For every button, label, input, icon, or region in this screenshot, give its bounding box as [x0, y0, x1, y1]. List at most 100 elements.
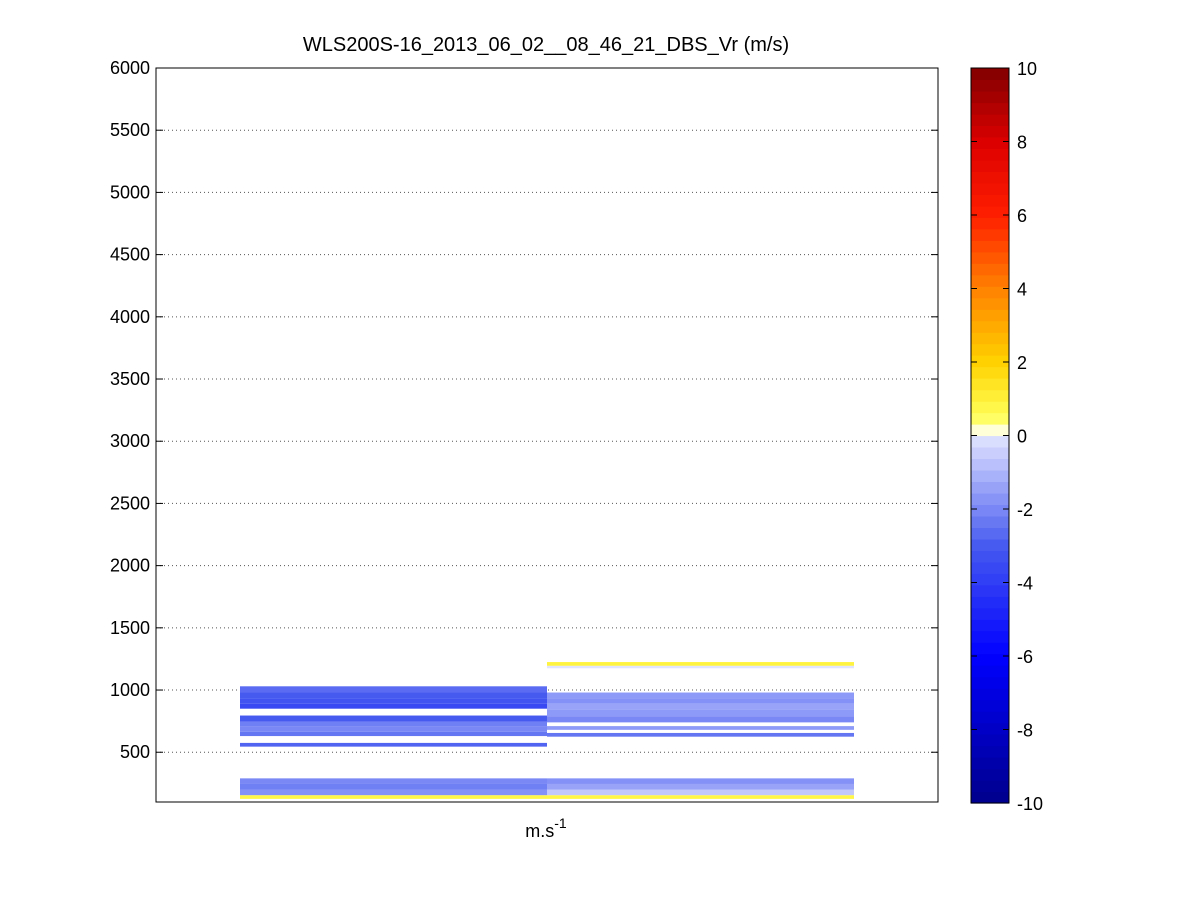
- colorbar-segment: [971, 435, 1009, 448]
- colorbar-segment: [971, 412, 1009, 425]
- colorbar-ticks: -10 -8 -6 -4 -2 0 2 4 6 8 10: [971, 59, 1043, 814]
- colorbar-segment: [971, 355, 1009, 368]
- colorbar-segment: [971, 171, 1009, 184]
- colorbar-segment: [971, 366, 1009, 379]
- heatmap-cell: [240, 778, 547, 784]
- colorbar-segment: [971, 274, 1009, 287]
- colorbar-segment: [971, 136, 1009, 149]
- colorbar-segment: [971, 286, 1009, 299]
- heatmap-cell: [240, 742, 547, 747]
- colorbar-segment: [971, 68, 1009, 81]
- y-tick-label: 5500: [110, 120, 150, 140]
- colorbar-segment: [971, 596, 1009, 609]
- colorbar-segment: [971, 561, 1009, 574]
- heatmap-cell: [547, 692, 854, 699]
- colorbar-segment: [971, 205, 1009, 218]
- colorbar-segment: [971, 401, 1009, 414]
- colorbar-segment: [971, 228, 1009, 241]
- heatmap-cell: [547, 783, 854, 790]
- heatmap-cell: [547, 778, 854, 784]
- y-axis-ticks: 500 1000 1500 2000 2500 3000 3500 4000 4500 5000 5…: [110, 58, 938, 762]
- colorbar-segment: [971, 469, 1009, 483]
- colorbar-segment: [971, 527, 1009, 540]
- plot-frame: [155, 67, 939, 803]
- y-tick-label: 4500: [110, 245, 150, 265]
- colorbar-tick-label: -8: [1017, 721, 1033, 741]
- heatmap-cell: [240, 726, 547, 732]
- colorbar: [971, 68, 1009, 804]
- y-tick-label: 1500: [110, 618, 150, 638]
- y-tick-label: 6000: [110, 58, 150, 78]
- colorbar-segment: [971, 182, 1009, 195]
- colorbar-segment: [971, 722, 1009, 735]
- heatmap-cell: [547, 698, 854, 704]
- colorbar-segment: [971, 757, 1009, 770]
- heatmap-cell: [240, 721, 547, 727]
- colorbar-segment: [971, 504, 1009, 517]
- colorbar-segment: [971, 159, 1009, 172]
- colorbar-segment: [971, 481, 1009, 494]
- heatmap-cell: [547, 665, 854, 669]
- y-tick-label: 4000: [110, 307, 150, 327]
- colorbar-segment: [971, 458, 1009, 471]
- colorbar-segment: [971, 492, 1009, 506]
- heatmap-cell: [240, 783, 547, 790]
- colorbar-segment: [971, 619, 1009, 632]
- y-tick-label: 3500: [110, 369, 150, 389]
- y-tick-label: 3000: [110, 431, 150, 451]
- colorbar-segment: [971, 194, 1009, 207]
- colorbar-segment: [971, 607, 1009, 620]
- x-axis-label: m.s-1: [525, 815, 567, 841]
- colorbar-segment: [971, 332, 1009, 345]
- colorbar-segment: [971, 745, 1009, 758]
- colorbar-segment: [971, 538, 1009, 551]
- y-tick-label: 1000: [110, 680, 150, 700]
- heatmap-cell: [547, 789, 854, 796]
- colorbar-segment: [971, 550, 1009, 563]
- y-tick-label: 5000: [110, 182, 150, 202]
- y-tick-label: 500: [120, 742, 150, 762]
- heatmap-cells: [240, 662, 854, 799]
- colorbar-segment: [971, 711, 1009, 724]
- colorbar-tick-label: -6: [1017, 647, 1033, 667]
- heatmap-cell: [240, 715, 547, 722]
- colorbar-segment: [971, 102, 1009, 115]
- heatmap-cell: [547, 703, 854, 710]
- y-tick-label: 2000: [110, 556, 150, 576]
- colorbar-segment: [971, 699, 1009, 712]
- chart-title: WLS200S-16_2013_06_02__08_46_21_DBS_Vr (…: [303, 34, 789, 56]
- colorbar-segment: [971, 515, 1009, 528]
- colorbar-segment: [971, 90, 1009, 104]
- colorbar-segment: [971, 573, 1009, 586]
- colorbar-tick-label: -10: [1017, 794, 1043, 814]
- colorbar-segment: [971, 240, 1009, 253]
- colorbar-segment: [971, 389, 1009, 402]
- y-tick-label: 2500: [110, 493, 150, 513]
- heatmap-cell: [240, 731, 547, 737]
- heatmap-cell: [547, 716, 854, 723]
- colorbar-tick-label: 0: [1017, 427, 1027, 447]
- colorbar-segment: [971, 584, 1009, 597]
- colorbar-segment: [971, 297, 1009, 310]
- heatmap-cell: [240, 686, 547, 693]
- colorbar-segment: [971, 217, 1009, 230]
- colorbar-segment: [971, 768, 1009, 781]
- colorbar-segment: [971, 309, 1009, 322]
- colorbar-tick-label: 8: [1017, 133, 1027, 153]
- colorbar-segment: [971, 113, 1009, 127]
- colorbar-segment: [971, 642, 1009, 655]
- colorbar-segment: [971, 630, 1009, 643]
- colorbar-segment: [971, 79, 1009, 92]
- colorbar-segment: [971, 780, 1009, 793]
- colorbar-segment: [971, 263, 1009, 276]
- colorbar-segment: [971, 343, 1009, 356]
- colorbar-tick-label: -4: [1017, 574, 1033, 594]
- heatmap-cell: [240, 698, 547, 704]
- heatmap-cell: [240, 703, 547, 709]
- heatmap-cell: [547, 662, 854, 666]
- colorbar-segment: [971, 125, 1009, 138]
- colorbar-segment: [971, 665, 1009, 678]
- colorbar-tick-label: 4: [1017, 280, 1027, 300]
- heatmap-cell: [547, 709, 854, 717]
